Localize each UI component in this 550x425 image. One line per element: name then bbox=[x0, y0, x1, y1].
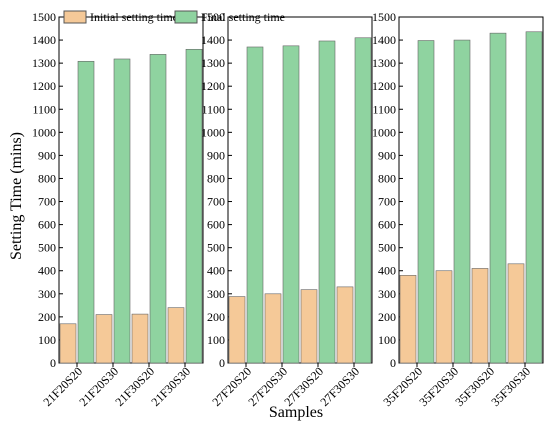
initial-bar bbox=[399, 275, 417, 364]
y-tick-label: 100 bbox=[38, 333, 56, 347]
panel-3: 0 100 200 300 400 500 600 700 800 900 1000 1100 1200… bbox=[372, 10, 544, 409]
y-axis-title: Setting Time (mins) bbox=[8, 132, 25, 260]
final-bar bbox=[318, 40, 336, 364]
y-tick-label: 1300 bbox=[372, 56, 396, 70]
y-tick-label: 1400 bbox=[32, 33, 56, 47]
initial-bar bbox=[59, 323, 77, 364]
y-tick-label: 600 bbox=[207, 218, 225, 232]
y-tick-label: 200 bbox=[378, 310, 396, 324]
initial-bar bbox=[131, 313, 149, 364]
y-tick-label: 400 bbox=[207, 264, 225, 278]
panel-frame bbox=[398, 16, 544, 364]
y-tick-label: 1000 bbox=[201, 125, 225, 139]
y-tick-label: 200 bbox=[207, 310, 225, 324]
panel-frame bbox=[58, 16, 204, 364]
x-category-label: 35F30S30 bbox=[488, 364, 533, 409]
initial-bar bbox=[167, 307, 185, 364]
initial-bar bbox=[435, 270, 453, 364]
final-bar bbox=[77, 60, 95, 364]
initial-bar bbox=[95, 314, 113, 364]
final-bar bbox=[113, 58, 131, 364]
y-tick-label: 400 bbox=[378, 264, 396, 278]
initial-bar bbox=[336, 286, 354, 364]
initial-bar bbox=[507, 263, 525, 364]
y-tick-label: 100 bbox=[378, 333, 396, 347]
y-tick-label: 1000 bbox=[372, 125, 396, 139]
y-tick-label: 600 bbox=[38, 218, 56, 232]
x-category-label: 27F30S30 bbox=[317, 364, 362, 409]
panel-frame bbox=[227, 16, 373, 364]
y-tick-label: 300 bbox=[207, 287, 225, 301]
x-axis-title: Samples bbox=[269, 404, 323, 421]
final-bar bbox=[246, 46, 264, 364]
panels-layer: 0100200300400500600700800900100011001200… bbox=[32, 10, 544, 409]
y-tick-label: 1200 bbox=[372, 79, 396, 93]
y-tick-label: 0 bbox=[390, 356, 396, 370]
y-tick-label: 800 bbox=[38, 171, 56, 185]
y-tick-label: 1100 bbox=[32, 102, 56, 116]
y-tick-label: 400 bbox=[38, 264, 56, 278]
y-tick-label: 0 bbox=[50, 356, 56, 370]
legend-swatch-initial bbox=[63, 10, 87, 24]
initial-bar bbox=[264, 293, 282, 364]
y-tick-label: 500 bbox=[38, 241, 56, 255]
legend: Initial setting time Final setting time bbox=[63, 10, 285, 24]
y-tick-label: 800 bbox=[207, 171, 225, 185]
y-tick-label: 700 bbox=[207, 195, 225, 209]
y-tick-label: 1100 bbox=[201, 102, 225, 116]
initial-bar bbox=[300, 289, 318, 364]
y-tick-label: 500 bbox=[207, 241, 225, 255]
x-category-label: 21F30S30 bbox=[148, 364, 193, 409]
y-tick-label: 1400 bbox=[201, 33, 225, 47]
final-bar bbox=[282, 45, 300, 364]
y-tick-label: 200 bbox=[38, 310, 56, 324]
y-tick-label: 1200 bbox=[32, 79, 56, 93]
y-tick-label: 1400 bbox=[372, 33, 396, 47]
y-tick-label: 800 bbox=[378, 171, 396, 185]
y-tick-label: 700 bbox=[38, 195, 56, 209]
y-tick-label: 300 bbox=[38, 287, 56, 301]
y-tick-label: 1200 bbox=[201, 79, 225, 93]
y-tick-label: 900 bbox=[38, 148, 56, 162]
legend-label-final: Final setting time bbox=[201, 10, 285, 24]
final-bar bbox=[417, 40, 435, 364]
y-tick-label: 900 bbox=[207, 148, 225, 162]
final-bar bbox=[525, 31, 543, 364]
y-tick-label: 700 bbox=[378, 195, 396, 209]
y-tick-label: 1000 bbox=[32, 125, 56, 139]
final-bar bbox=[185, 48, 203, 364]
panel-2: 0 100 200 300 400 500 600 700 800 900 1000 1100 1200… bbox=[201, 10, 373, 409]
panel-1: 0 100 200 300 400 500 600 700 800 900 1000 1100 1200… bbox=[32, 10, 204, 409]
initial-bar bbox=[471, 268, 489, 364]
y-tick-label: 100 bbox=[207, 333, 225, 347]
final-bar bbox=[489, 32, 507, 364]
legend-swatch-final bbox=[174, 10, 198, 24]
y-tick-label: 900 bbox=[378, 148, 396, 162]
y-tick-label: 600 bbox=[378, 218, 396, 232]
final-bar bbox=[354, 37, 372, 364]
y-tick-label: 0 bbox=[219, 356, 225, 370]
y-tick-label: 1100 bbox=[372, 102, 396, 116]
final-bar bbox=[149, 54, 167, 364]
y-tick-label: 1300 bbox=[32, 56, 56, 70]
final-bar bbox=[453, 39, 471, 364]
initial-bar bbox=[228, 296, 246, 364]
y-tick-label: 1500 bbox=[32, 10, 56, 24]
y-tick-label: 300 bbox=[378, 287, 396, 301]
legend-label-initial: Initial setting time bbox=[90, 10, 178, 24]
y-tick-label: 1500 bbox=[372, 10, 396, 24]
y-tick-label: 1300 bbox=[201, 56, 225, 70]
y-tick-label: 500 bbox=[378, 241, 396, 255]
y-tick-label: 1500 bbox=[201, 10, 225, 24]
